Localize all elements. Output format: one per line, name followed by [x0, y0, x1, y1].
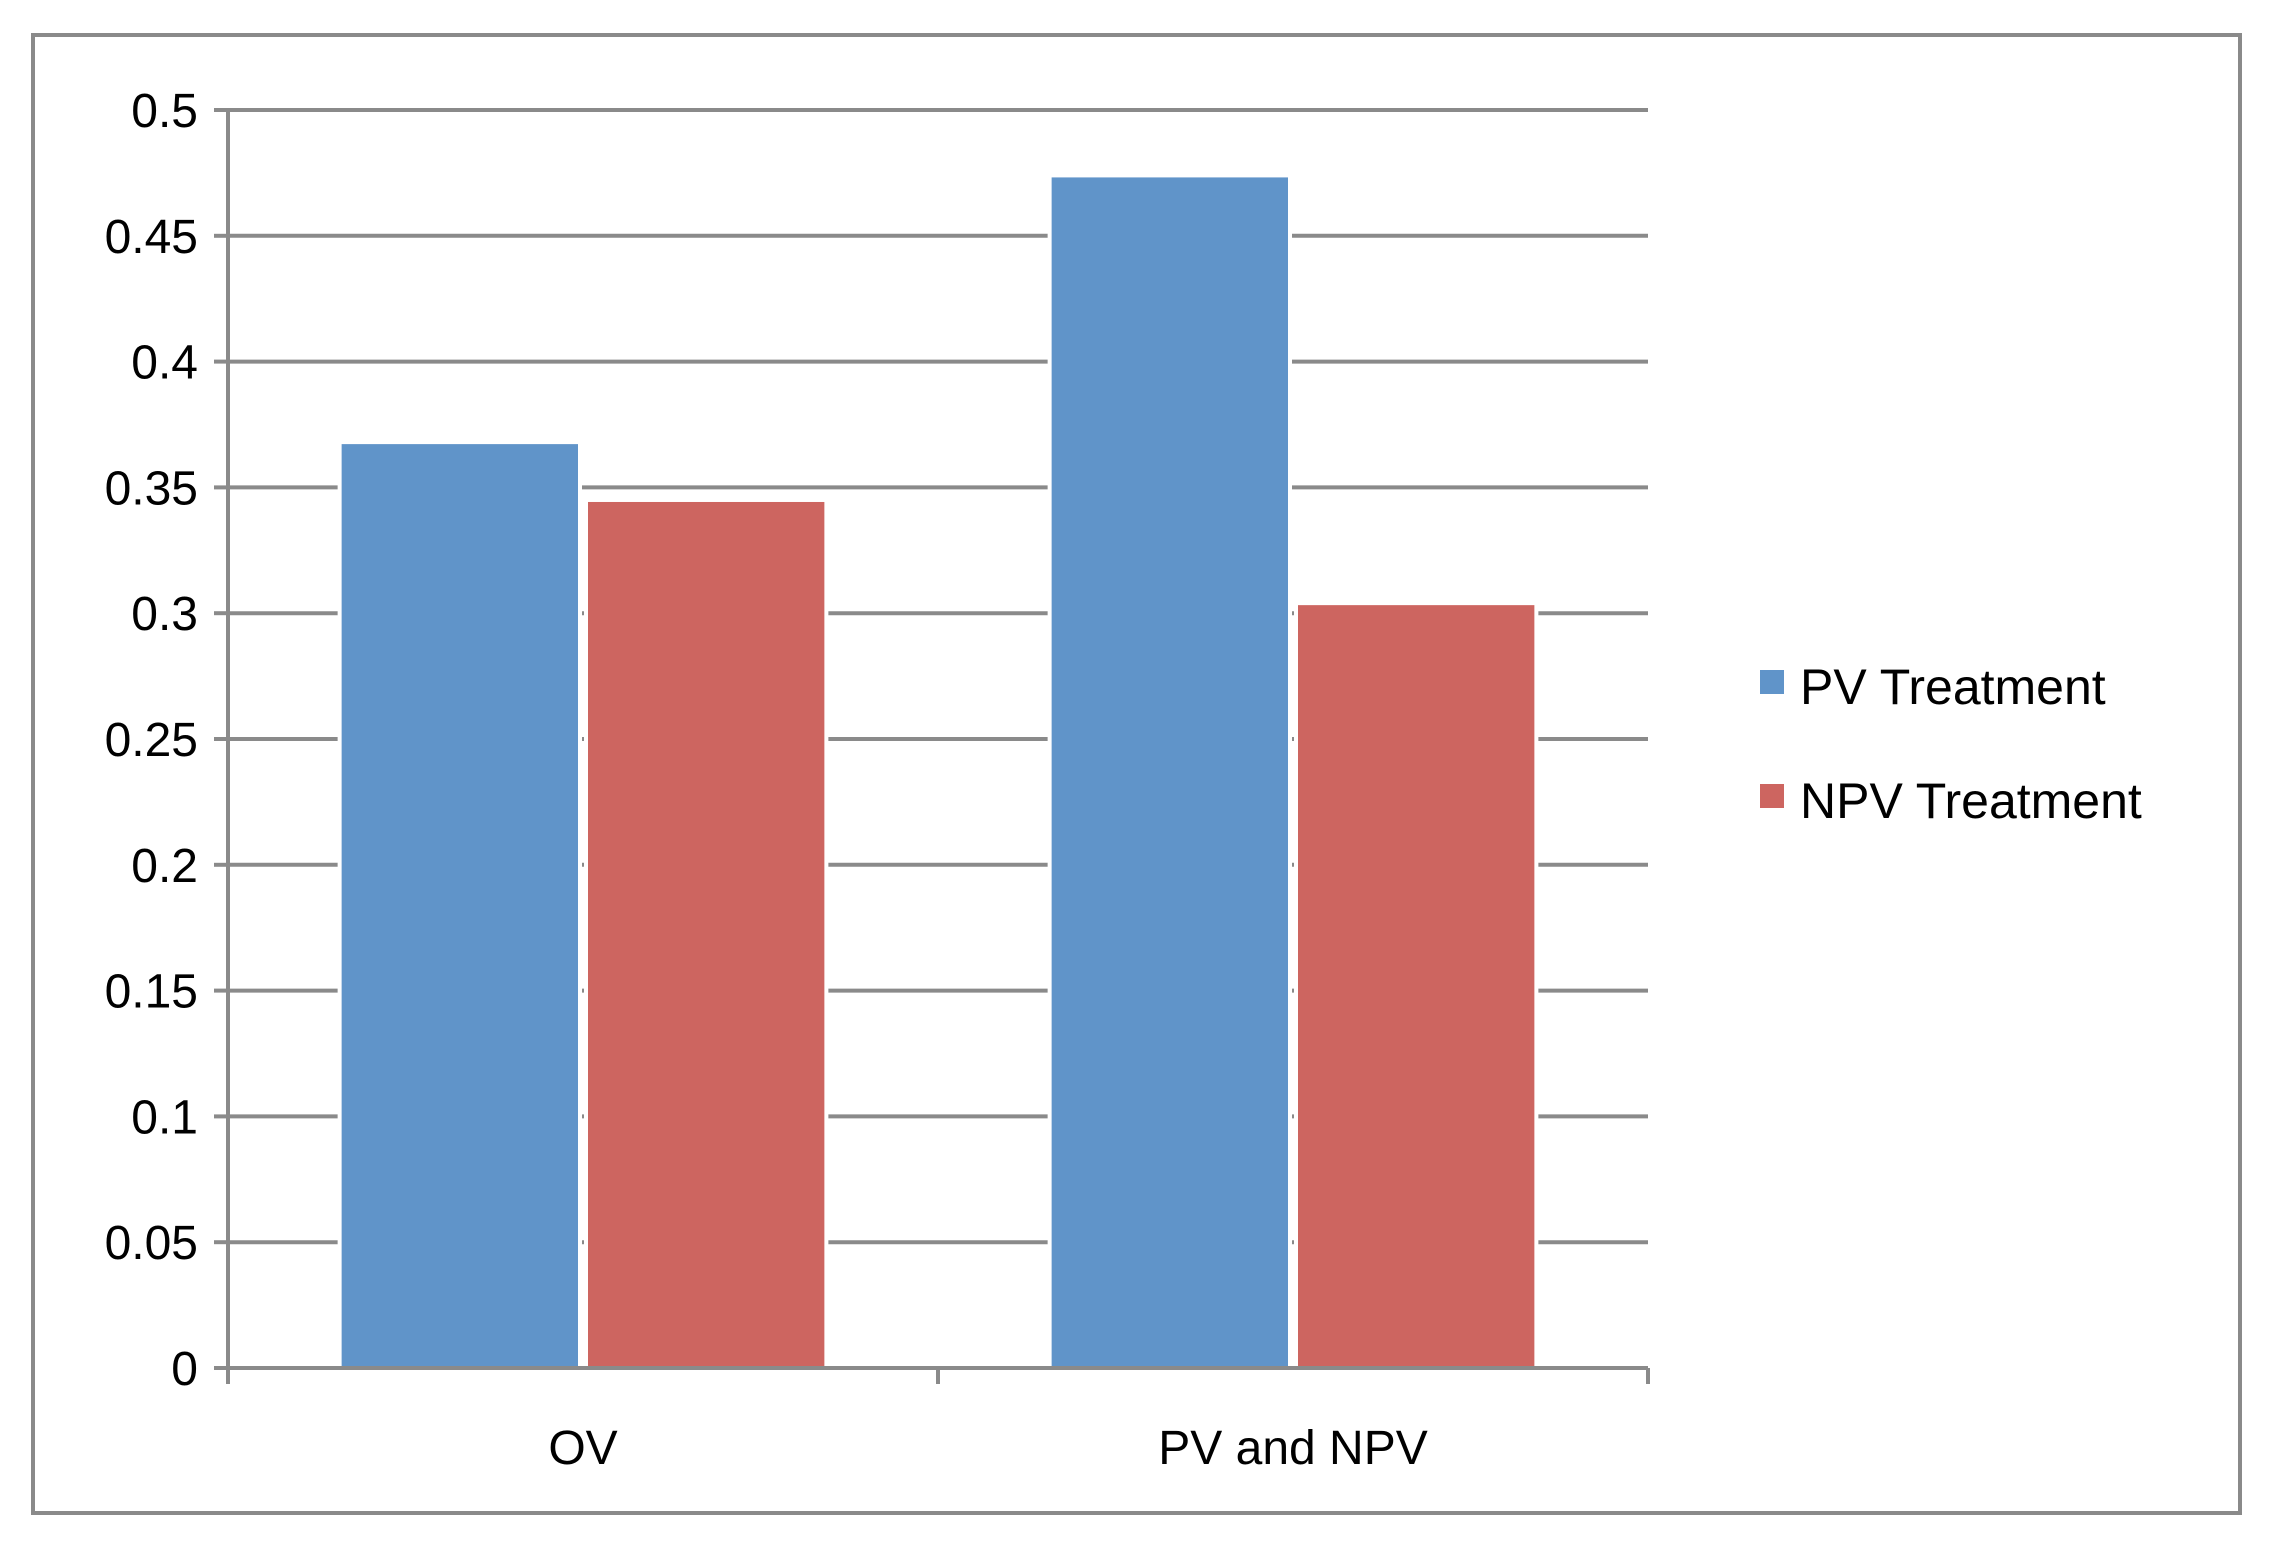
y-tick-label: 0.05 — [105, 1217, 198, 1270]
y-tick-labels: 0 0.05 0.1 0.15 0.2 0.25 0.3 0.35 0.4 0.45 0.5 — [105, 85, 198, 1396]
bar-npv-0 — [584, 497, 829, 1371]
x-tick-label: PV and NPV — [1158, 1422, 1427, 1475]
y-tick-label: 0 — [171, 1343, 198, 1396]
y-tick-label: 0.4 — [131, 337, 198, 390]
y-tick-label: 0.5 — [131, 85, 198, 138]
y-tick-label: 0.45 — [105, 211, 198, 264]
x-tick-label: OV — [548, 1422, 617, 1475]
legend-label: NPV Treatment — [1800, 773, 2142, 829]
bar-pv-0 — [337, 440, 582, 1370]
y-tick-label: 0.15 — [105, 966, 198, 1019]
legend-swatch — [1760, 670, 1784, 694]
legend-label: PV Treatment — [1800, 659, 2106, 715]
y-tick-label: 0.1 — [131, 1091, 198, 1144]
legend-swatch — [1760, 784, 1784, 808]
y-tick-label: 0.35 — [105, 462, 198, 515]
y-tick-label: 0.2 — [131, 840, 198, 893]
legend: PV Treatment NPV Treatment — [1760, 659, 2142, 829]
axes — [214, 108, 1650, 1384]
bar-npv-1 — [1294, 601, 1539, 1370]
y-tick-label: 0.25 — [105, 714, 198, 767]
x-tick-labels: OV PV and NPV — [548, 1422, 1427, 1475]
y-tick-label: 0.3 — [131, 588, 198, 641]
bar-pv-1 — [1047, 173, 1292, 1370]
